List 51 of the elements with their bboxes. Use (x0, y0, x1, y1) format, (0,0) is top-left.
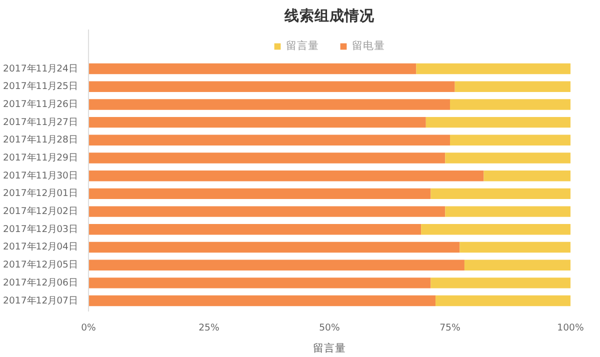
bar (88, 260, 464, 270)
y-tick-label: 2017年11月28日 (3, 134, 78, 146)
y-tick-label: 2017年12月04日 (3, 242, 78, 253)
bar (436, 295, 570, 306)
bar (445, 152, 570, 164)
x-tick-label: 75% (440, 322, 461, 334)
chart-title: 线索组成情况 (284, 8, 376, 24)
y-tick-label: 2017年12月06日 (3, 277, 78, 288)
y-tick-label: 2017年11月29日 (3, 152, 78, 164)
y-tick-label: 2017年11月26日 (3, 98, 78, 110)
y-tick-label: 2017年11月27日 (3, 116, 78, 128)
x-tick-label: 50% (319, 322, 340, 334)
bar (88, 242, 460, 253)
bar (88, 170, 484, 182)
bar (416, 63, 570, 74)
y-tick-label: 2017年12月01日 (3, 188, 78, 200)
bar (450, 134, 570, 146)
x-tick-label: 25% (198, 322, 220, 334)
bar (460, 242, 570, 253)
bar (88, 99, 450, 110)
y-tick-label: 2017年12月07日 (3, 295, 78, 306)
bar (454, 81, 570, 92)
bar (88, 295, 436, 306)
bar (464, 260, 570, 270)
bar (88, 134, 450, 146)
y-tick-label: 2017年12月02日 (3, 206, 78, 218)
bar (88, 81, 455, 92)
bar (88, 278, 431, 288)
bar (88, 224, 422, 235)
x-tick-label: 100% (557, 322, 584, 334)
bar (88, 152, 446, 164)
bar (445, 206, 570, 217)
legend-label: 留电量 (352, 39, 385, 53)
bar (88, 188, 431, 200)
bar (430, 278, 570, 288)
bar (88, 63, 416, 74)
bar (484, 170, 570, 182)
bar (426, 116, 570, 128)
bar (88, 206, 446, 217)
bar (450, 99, 570, 110)
x-axis-title: 留言量 (313, 342, 346, 354)
bar (88, 116, 426, 128)
y-tick-label: 2017年12月03日 (3, 224, 78, 235)
y-tick-label: 2017年11月24日 (3, 63, 78, 74)
y-tick-label: 2017年11月25日 (3, 81, 78, 92)
bar (421, 224, 570, 235)
y-tick-label: 2017年12月05日 (3, 260, 78, 271)
bar (430, 188, 570, 200)
legend-label: 留言量 (286, 39, 319, 53)
x-tick-label: 0% (81, 322, 96, 334)
y-tick-label: 2017年11月30日 (3, 170, 78, 182)
